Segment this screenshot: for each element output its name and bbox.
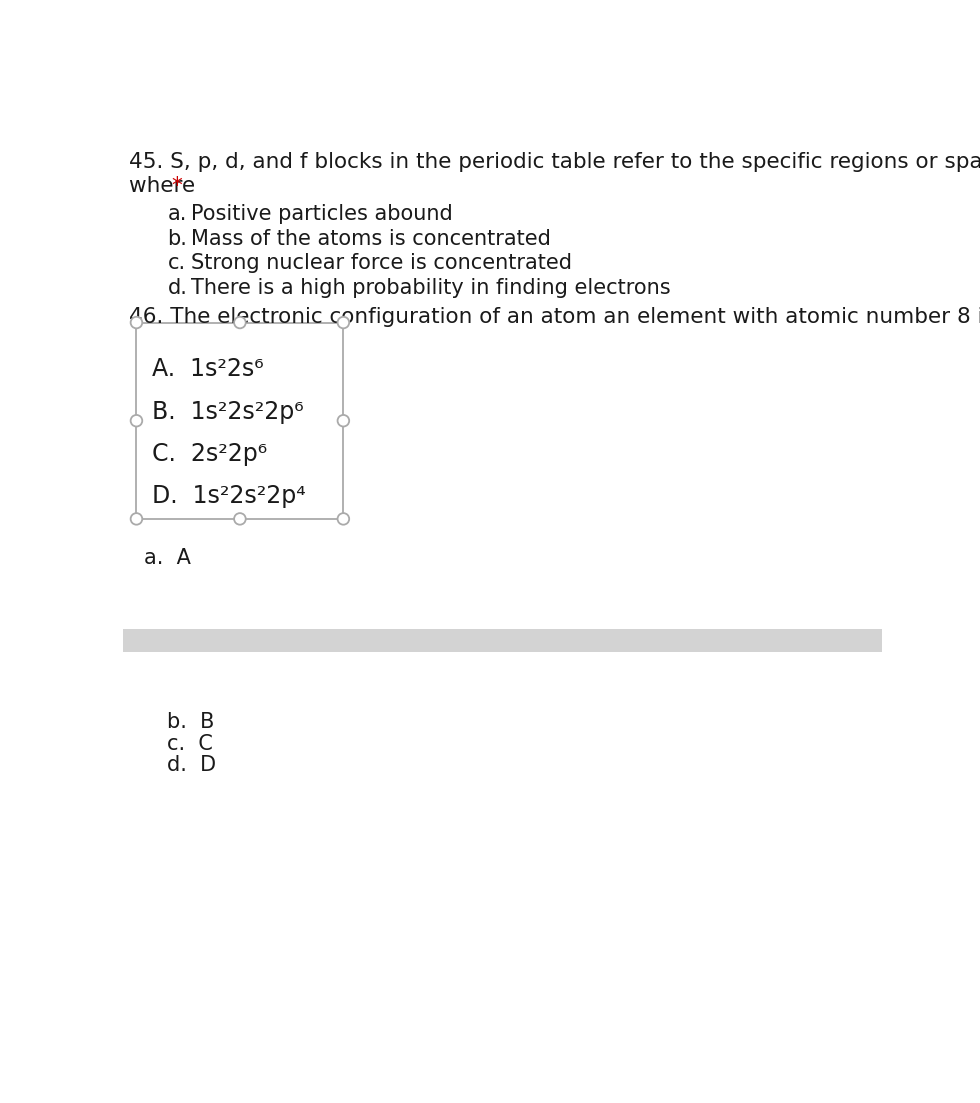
Text: Positive particles abound: Positive particles abound <box>191 204 453 224</box>
Text: d.: d. <box>168 278 187 298</box>
Text: c.: c. <box>168 254 185 274</box>
Circle shape <box>337 415 349 427</box>
Text: *: * <box>172 176 182 196</box>
Circle shape <box>337 317 349 329</box>
Circle shape <box>130 513 142 525</box>
Circle shape <box>234 317 246 329</box>
Text: d.  D: d. D <box>168 756 217 775</box>
Text: b.  B: b. B <box>168 713 215 732</box>
Text: a.  A: a. A <box>144 548 191 568</box>
Bar <box>122 629 882 652</box>
Circle shape <box>130 415 142 427</box>
Text: Mass of the atoms is concentrated: Mass of the atoms is concentrated <box>191 228 551 248</box>
Text: 46. The electronic configuration of an atom an element with atomic number 8 is..: 46. The electronic configuration of an a… <box>128 307 980 328</box>
Circle shape <box>337 513 349 525</box>
Text: B.  1s²2s²2p⁶: B. 1s²2s²2p⁶ <box>152 399 304 424</box>
Text: where: where <box>128 176 202 196</box>
Text: a.: a. <box>168 204 187 224</box>
Text: c.  C: c. C <box>168 733 214 753</box>
Text: 45. S, p, d, and f blocks in the periodic table refer to the specific regions or: 45. S, p, d, and f blocks in the periodi… <box>128 151 980 172</box>
Circle shape <box>234 513 246 525</box>
Text: b.: b. <box>168 228 187 248</box>
Circle shape <box>130 317 142 329</box>
Text: D.  1s²2s²2p⁴: D. 1s²2s²2p⁴ <box>152 484 306 508</box>
Text: Strong nuclear force is concentrated: Strong nuclear force is concentrated <box>191 254 571 274</box>
Text: C.  2s²2p⁶: C. 2s²2p⁶ <box>152 442 268 465</box>
Text: There is a high probability in finding electrons: There is a high probability in finding e… <box>191 278 670 298</box>
Bar <box>136 322 343 518</box>
Text: A.  1s²2s⁶: A. 1s²2s⁶ <box>152 357 264 382</box>
